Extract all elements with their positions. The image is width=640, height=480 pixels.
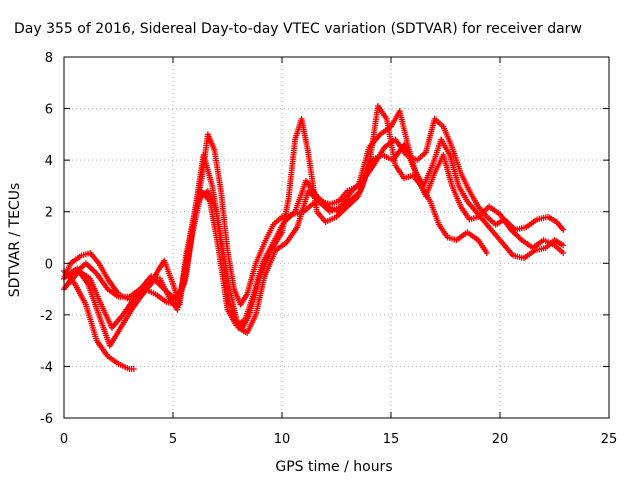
data-point: [560, 242, 567, 249]
y-tick-label: 0: [45, 257, 53, 272]
series-track-4: [65, 115, 567, 336]
y-tick-label: -6: [40, 412, 53, 427]
chart-title: Day 355 of 2016, Sidereal Day-to-day VTE…: [14, 21, 582, 37]
data-point: [560, 226, 567, 233]
y-tick-label: -4: [40, 360, 53, 375]
data-point: [483, 249, 490, 256]
y-tick-label: -2: [40, 309, 53, 324]
y-tick-label: 6: [45, 103, 53, 118]
series-track-5: [63, 136, 567, 349]
x-tick-label: 10: [274, 432, 291, 447]
data-points: [61, 102, 567, 373]
plot-frame: [63, 56, 610, 419]
x-tick-label: 15: [383, 432, 400, 447]
y-tick-label: 2: [45, 206, 53, 221]
series-track-3: [61, 108, 567, 313]
y-axis-label: SDTVAR / TECUs: [7, 183, 23, 298]
x-tick-label: 25: [601, 432, 618, 447]
x-tick-label: 0: [60, 432, 68, 447]
y-tick-label: 4: [45, 154, 53, 169]
y-tick-label: 8: [45, 51, 53, 66]
data-point: [130, 366, 137, 373]
x-tick-label: 20: [492, 432, 509, 447]
data-point: [560, 249, 567, 256]
x-tick-label: 5: [169, 432, 177, 447]
grid: [64, 57, 609, 418]
x-axis-label: GPS time / hours: [275, 459, 392, 475]
ticks: 0 5 10 15 20 25 -6 -4 -2 0 2 4 6 8: [40, 51, 617, 447]
